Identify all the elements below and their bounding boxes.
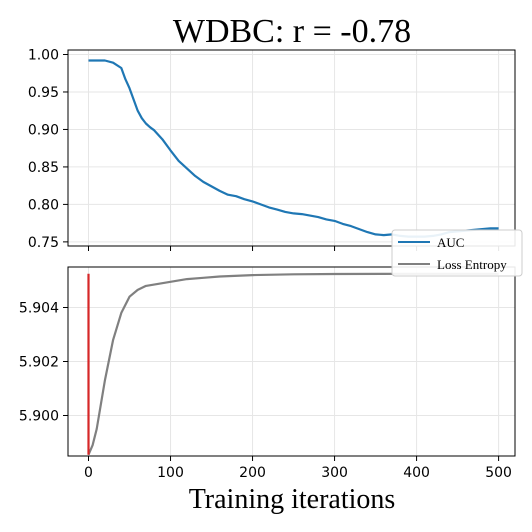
bottom-x-ticks: 0 100 200 300 400 500 xyxy=(84,456,512,481)
y-tick-label: 5.902 xyxy=(19,355,59,371)
bottom-series xyxy=(87,272,499,456)
y-tick-label: 0.75 xyxy=(28,235,59,251)
panel-top: 1.00 0.95 0.90 0.85 0.80 0.75 xyxy=(28,47,516,251)
y-tick-label: 1.00 xyxy=(28,47,59,63)
x-tick-label: 400 xyxy=(403,465,430,481)
series-line-auc xyxy=(88,59,499,238)
top-grid xyxy=(68,50,515,246)
y-tick-label: 0.95 xyxy=(28,85,59,101)
top-frame xyxy=(67,49,516,247)
legend-label-auc: AUC xyxy=(437,235,464,250)
top-y-ticks: 1.00 0.95 0.90 0.85 0.80 0.75 xyxy=(28,47,68,251)
y-tick-label: 0.85 xyxy=(28,160,59,176)
legend: AUC Loss Entropy xyxy=(391,229,523,277)
chart-title: WDBC: r = -0.78 xyxy=(173,13,411,50)
x-tick-label: 200 xyxy=(239,465,266,481)
x-tick-label: 100 xyxy=(157,465,184,481)
x-tick-label: 500 xyxy=(485,465,512,481)
x-tick-label: 300 xyxy=(321,465,348,481)
series-line-loss-entropy xyxy=(87,272,499,456)
y-tick-label: 5.900 xyxy=(19,409,59,425)
x-axis-label: Training iterations xyxy=(189,484,396,515)
y-tick-label: 5.904 xyxy=(19,301,59,317)
panel-bottom: 5.904 5.902 5.900 0 100 200 300 400 500 xyxy=(19,266,516,481)
bottom-grid xyxy=(68,267,515,456)
y-tick-label: 0.80 xyxy=(28,197,59,213)
bottom-y-ticks: 5.904 5.902 5.900 xyxy=(19,301,68,425)
y-tick-label: 0.90 xyxy=(28,122,59,138)
x-tick-label: 0 xyxy=(84,465,93,481)
legend-label-loss-entropy: Loss Entropy xyxy=(437,257,507,272)
top-series xyxy=(88,59,499,238)
